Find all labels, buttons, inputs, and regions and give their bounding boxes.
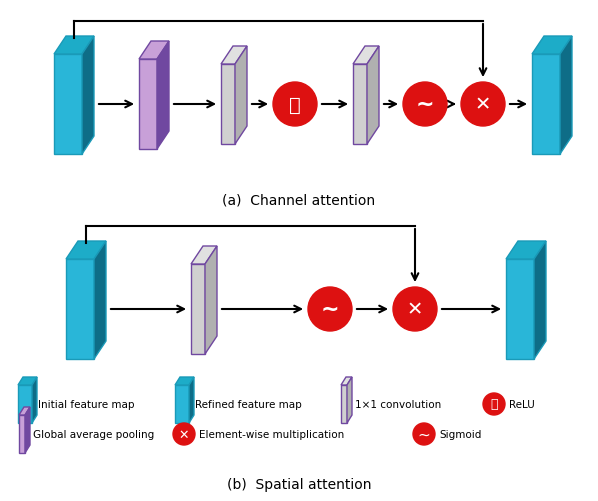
Circle shape <box>461 83 505 127</box>
Polygon shape <box>175 385 189 423</box>
Text: Global average pooling: Global average pooling <box>33 429 154 439</box>
Circle shape <box>273 83 317 127</box>
Text: (b)  Spatial attention: (b) Spatial attention <box>227 477 371 491</box>
Text: 1×1 convolution: 1×1 convolution <box>355 399 441 409</box>
Polygon shape <box>341 377 352 385</box>
Polygon shape <box>191 246 217 265</box>
Text: Refined feature map: Refined feature map <box>195 399 302 409</box>
Circle shape <box>403 83 447 127</box>
Polygon shape <box>32 377 37 423</box>
Polygon shape <box>353 47 379 65</box>
Polygon shape <box>221 65 235 145</box>
Polygon shape <box>54 37 94 55</box>
Polygon shape <box>19 407 30 415</box>
Text: ~: ~ <box>321 300 339 319</box>
Polygon shape <box>18 385 32 423</box>
Polygon shape <box>367 47 379 145</box>
Polygon shape <box>139 42 169 60</box>
Circle shape <box>308 288 352 331</box>
Polygon shape <box>221 47 247 65</box>
Polygon shape <box>506 260 534 359</box>
Polygon shape <box>506 241 546 260</box>
Polygon shape <box>175 377 194 385</box>
Text: Element-wise multiplication: Element-wise multiplication <box>199 429 344 439</box>
Polygon shape <box>347 377 352 423</box>
Polygon shape <box>532 37 572 55</box>
Polygon shape <box>139 60 157 150</box>
Polygon shape <box>235 47 247 145</box>
Polygon shape <box>66 260 94 359</box>
Polygon shape <box>191 265 205 354</box>
Polygon shape <box>341 385 347 423</box>
Text: ⌒: ⌒ <box>490 398 498 411</box>
Text: Initial feature map: Initial feature map <box>38 399 135 409</box>
Polygon shape <box>353 65 367 145</box>
Polygon shape <box>532 55 560 155</box>
Polygon shape <box>94 241 106 359</box>
Polygon shape <box>560 37 572 155</box>
Polygon shape <box>157 42 169 150</box>
Text: ✕: ✕ <box>475 95 491 114</box>
Polygon shape <box>534 241 546 359</box>
Text: ✕: ✕ <box>407 300 423 319</box>
Text: (a)  Channel attention: (a) Channel attention <box>222 193 376 207</box>
Circle shape <box>393 288 437 331</box>
Polygon shape <box>54 55 82 155</box>
Polygon shape <box>205 246 217 354</box>
Polygon shape <box>19 415 25 453</box>
Text: Sigmoid: Sigmoid <box>439 429 481 439</box>
Circle shape <box>413 423 435 445</box>
Text: ~: ~ <box>417 427 431 441</box>
Text: ReLU: ReLU <box>509 399 535 409</box>
Text: ✕: ✕ <box>179 428 189 440</box>
Circle shape <box>483 393 505 415</box>
Polygon shape <box>25 407 30 453</box>
Text: ⌒: ⌒ <box>289 95 301 114</box>
Polygon shape <box>82 37 94 155</box>
Polygon shape <box>189 377 194 423</box>
Circle shape <box>173 423 195 445</box>
Text: ~: ~ <box>416 95 434 115</box>
Polygon shape <box>18 377 37 385</box>
Polygon shape <box>66 241 106 260</box>
